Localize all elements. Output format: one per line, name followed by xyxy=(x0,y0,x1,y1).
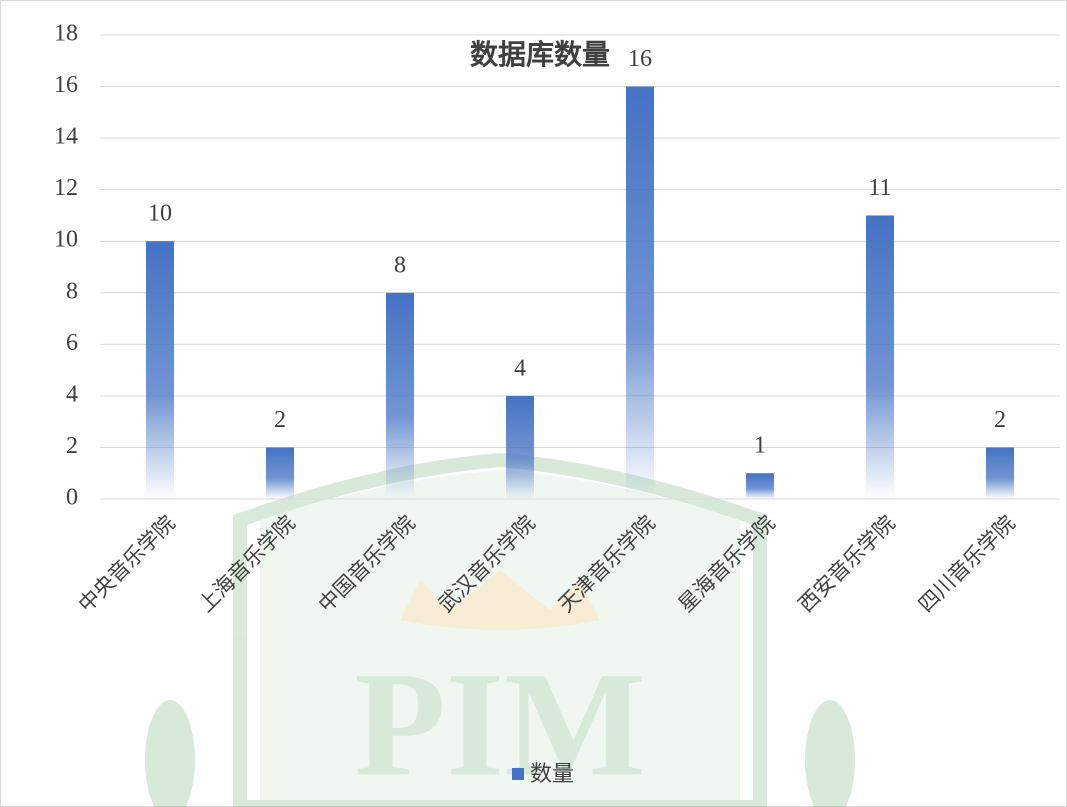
y-tick-label: 4 xyxy=(66,381,78,407)
bar xyxy=(746,473,774,499)
data-label: 2 xyxy=(274,407,286,433)
y-tick-label: 10 xyxy=(54,227,78,253)
y-tick-label: 8 xyxy=(66,278,78,304)
y-tick-label: 2 xyxy=(66,433,78,459)
bar xyxy=(986,447,1014,499)
legend-swatch xyxy=(512,768,524,780)
data-label: 2 xyxy=(994,407,1006,433)
y-tick-label: 0 xyxy=(66,485,78,511)
y-tick-label: 14 xyxy=(54,124,78,150)
y-tick-label: 18 xyxy=(54,21,78,47)
bar xyxy=(626,87,654,499)
data-label: 11 xyxy=(868,175,891,201)
y-tick-label: 16 xyxy=(54,72,78,98)
bar xyxy=(386,293,414,499)
data-label: 10 xyxy=(148,201,172,227)
legend-label: 数量 xyxy=(530,762,574,787)
data-label: 1 xyxy=(754,433,766,459)
data-label: 8 xyxy=(394,252,406,278)
data-label: 16 xyxy=(628,46,652,72)
data-label: 4 xyxy=(514,355,526,381)
bar xyxy=(506,396,534,499)
watermark-text: PIM xyxy=(354,641,646,807)
y-tick-label: 12 xyxy=(54,175,78,201)
bar xyxy=(266,447,294,499)
y-tick-label: 6 xyxy=(66,330,78,356)
chart: PIM 数据库数量 024681012141618中央音乐学院上海音乐学院中国音… xyxy=(0,0,1067,807)
bar xyxy=(146,241,174,499)
chart-title: 数据库数量 xyxy=(470,38,610,71)
bar xyxy=(866,215,894,499)
